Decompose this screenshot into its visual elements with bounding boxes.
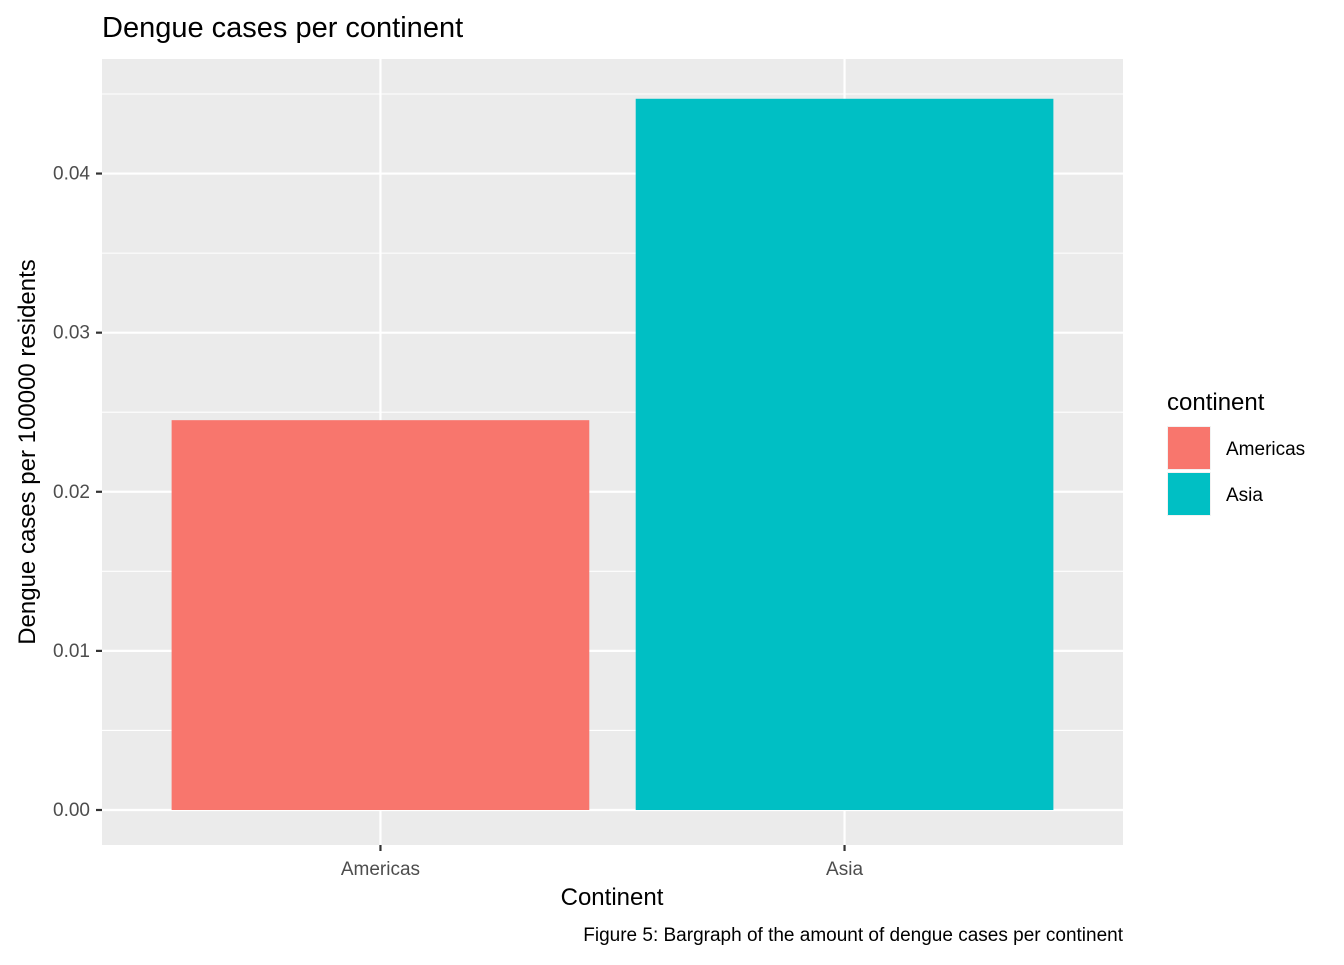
legend-title: continent (1167, 389, 1265, 416)
chart-caption: Figure 5: Bargraph of the amount of deng… (583, 925, 1123, 946)
x-axis: Americas Asia (341, 845, 863, 880)
legend-label: Americas (1226, 439, 1305, 460)
bar-asia (635, 98, 1054, 810)
x-tick-label: Asia (826, 859, 863, 880)
legend-label: Asia (1226, 485, 1263, 506)
chart-title: Dengue cases per continent (102, 12, 463, 44)
legend: continent Americas Asia (1167, 389, 1305, 516)
x-axis-label: Continent (561, 884, 664, 911)
bar-americas (171, 420, 590, 810)
y-axis-label: Dengue cases per 100000 residents (14, 259, 41, 645)
bars (171, 98, 1054, 810)
y-tick-label: 0.03 (53, 323, 90, 344)
y-tick-label: 0.04 (53, 164, 90, 185)
legend-swatch-asia (1168, 473, 1210, 515)
y-tick-label: 0.02 (53, 482, 90, 503)
y-tick-label: 0.00 (53, 800, 90, 821)
legend-swatch-americas (1168, 427, 1210, 469)
y-axis: 0.00 0.01 0.02 0.03 0.04 (53, 164, 102, 821)
x-tick-label: Americas (341, 859, 420, 880)
y-tick-label: 0.01 (53, 641, 90, 662)
